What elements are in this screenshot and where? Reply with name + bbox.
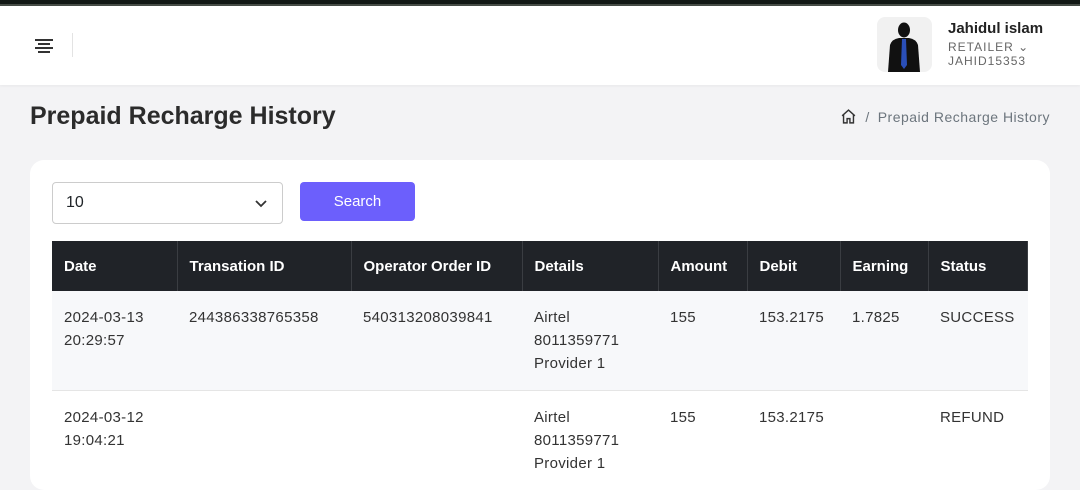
role-dropdown[interactable]: RETAILER ⌄	[948, 40, 1029, 54]
debit-cell: 153.2175	[747, 291, 840, 391]
header: Jahidul islam RETAILER ⌄ JAHID15353	[0, 6, 1080, 85]
search-button[interactable]: Search	[300, 182, 415, 221]
date-cell: 2024-03-13 20:29:57	[52, 291, 177, 391]
page-size-select[interactable]: 10	[52, 182, 283, 224]
page-title: Prepaid Recharge History	[30, 102, 336, 130]
chevron-down-icon: ⌄	[1018, 40, 1030, 54]
col-amount[interactable]: Amount	[658, 241, 748, 291]
time: 19:04:21	[64, 431, 125, 449]
table-row: 2024-03-13 20:29:57 244386338765358 54031…	[52, 291, 1028, 391]
user-id: JAHID15353	[948, 54, 1027, 68]
order-id-cell	[351, 390, 522, 488]
amount-cell: 155	[658, 291, 747, 391]
provider: Provider 1	[534, 454, 606, 472]
provider: Provider 1	[534, 355, 606, 372]
date-cell: 2024-03-12 19:04:21	[52, 390, 177, 488]
status-cell: SUCCESS	[928, 291, 1028, 391]
chevron-down-icon	[255, 200, 267, 208]
page-size-value: 10	[66, 194, 84, 211]
status-cell: REFUND	[940, 408, 1005, 426]
table-row: 2024-03-12 19:04:21 Airtel 8011359771 Provi…	[52, 390, 1028, 488]
col-date[interactable]: Date	[52, 241, 178, 291]
date: 2024-03-12	[64, 408, 144, 426]
top-strip	[0, 0, 1080, 6]
col-debit[interactable]: Debit	[747, 241, 841, 291]
recharge-table: Date Transation ID Operator Order ID Det…	[52, 241, 1028, 488]
operator: Airtel	[534, 309, 570, 326]
mobile-number: 8011359771	[534, 431, 620, 449]
role-label: RETAILER	[948, 40, 1014, 54]
time: 20:29:57	[64, 332, 125, 349]
avatar[interactable]	[877, 17, 932, 72]
details-cell: Airtel 8011359771 Provider 1	[522, 390, 658, 488]
earning-cell	[840, 390, 928, 488]
menu-toggle-icon[interactable]	[35, 39, 53, 53]
mobile-number: 8011359771	[534, 332, 620, 349]
operator: Airtel	[534, 408, 570, 426]
debit-cell: 153.2175	[759, 408, 824, 426]
order-id-cell: 540313208039841	[351, 291, 522, 391]
breadcrumb-separator: /	[865, 108, 870, 125]
divider	[72, 33, 73, 57]
col-transaction-id[interactable]: Transation ID	[177, 241, 352, 291]
transaction-id-cell	[177, 390, 351, 488]
transaction-id-cell: 244386338765358	[177, 291, 351, 391]
home-icon[interactable]	[840, 108, 857, 125]
col-operator-order-id[interactable]: Operator Order ID	[351, 241, 523, 291]
col-details[interactable]: Details	[522, 241, 659, 291]
breadcrumb-current: Prepaid Recharge History	[877, 108, 1050, 125]
col-earning[interactable]: Earning	[840, 241, 929, 291]
breadcrumb: / Prepaid Recharge History	[840, 108, 1050, 125]
amount-cell: 155	[670, 408, 696, 426]
details-cell: Airtel 8011359771 Provider 1	[522, 291, 658, 391]
history-card: 10 Search Date Transation ID Operator Or…	[30, 160, 1050, 490]
earning-cell: 1.7825	[840, 291, 928, 391]
user-name: Jahidul islam	[948, 20, 1044, 37]
col-status[interactable]: Status	[928, 241, 1028, 291]
date: 2024-03-13	[64, 309, 144, 326]
